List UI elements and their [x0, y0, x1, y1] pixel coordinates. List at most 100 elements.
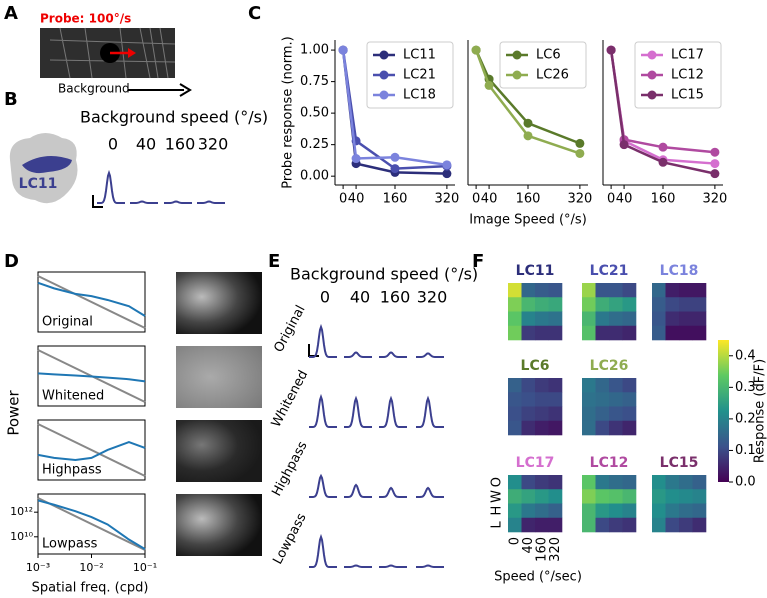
speed-label: 160: [380, 288, 411, 307]
heatmap-cell: [548, 311, 563, 327]
y-tick-label: 1.00: [300, 43, 329, 58]
heatmap-title: LC26: [590, 358, 629, 374]
legend-swatch: [512, 50, 522, 60]
heatmap-cell: [582, 503, 596, 519]
y-axis-title: Probe response (norm.): [281, 36, 296, 188]
x-tick-label: 10⁻³: [26, 561, 50, 574]
heatmap-cell: [679, 283, 693, 298]
x-axis-title: Speed (°/sec): [494, 570, 582, 585]
heatmap-cell: [508, 392, 522, 407]
data-point: [442, 160, 452, 170]
speed-label: 0: [108, 135, 118, 154]
heatmap-cell: [582, 392, 596, 407]
heatmap-cell: [665, 503, 680, 519]
heatmap-cell: [508, 283, 522, 298]
heatmap-cell: [548, 325, 563, 341]
response-trace: [416, 486, 444, 498]
heatmap-cell: [582, 420, 596, 436]
heatmap-cell: [595, 378, 610, 393]
row-label: Whitened: [269, 368, 311, 430]
heatmap-cell: [609, 489, 623, 504]
panel-label: A: [4, 3, 18, 24]
legend-swatch: [379, 50, 389, 60]
plot-frame: [37, 271, 146, 333]
heatmap-cell: [665, 489, 680, 504]
colorbar: [718, 340, 729, 482]
heatmap-cell: [548, 517, 563, 533]
heatmap-cell: [652, 311, 666, 327]
heatmap-cell: [679, 311, 693, 327]
speed-label: 40: [350, 288, 370, 307]
heatmap-cell: [548, 392, 563, 407]
heatmap-cell: [508, 503, 522, 519]
y-tick-label: 0.00: [300, 169, 329, 184]
colorbar-tick-label: 0.4: [735, 348, 756, 363]
x-axis-title: Image Speed (°/s): [469, 213, 587, 228]
heatmap-cell: [609, 325, 623, 341]
heatmap-cell: [665, 475, 680, 490]
trace-title: Background speed (°/s): [80, 108, 268, 127]
response-trace: [344, 395, 372, 428]
response-trace: [164, 200, 192, 204]
panel-label: E: [268, 251, 280, 272]
response-trace: [197, 200, 225, 204]
data-line: [474, 49, 581, 155]
heatmap-cell: [582, 489, 596, 504]
heatmap-cell: [622, 475, 637, 490]
legend-swatch: [379, 70, 389, 80]
data-point: [471, 45, 481, 55]
heatmap-cell: [508, 325, 522, 341]
data-point: [338, 45, 348, 55]
heatmap-cell: [548, 283, 563, 298]
data-point: [658, 157, 668, 167]
response-trace: [309, 393, 337, 428]
heatmap-title: LC18: [660, 263, 699, 279]
plot-frame: [37, 345, 146, 407]
row-label: L: [490, 521, 505, 529]
response-trace: [379, 395, 407, 428]
reference-line: [37, 497, 146, 551]
background-label: Background: [58, 82, 130, 96]
response-trace: [309, 323, 337, 358]
column-label: 0: [507, 537, 522, 545]
heatmap-cell: [609, 406, 623, 422]
heatmap-cell: [652, 297, 666, 312]
heatmap-cell: [521, 489, 536, 504]
probe-label: Probe: 100°/s: [40, 12, 131, 26]
legend-label: LC15: [671, 88, 704, 103]
legend-swatch: [647, 90, 657, 100]
heatmap-cell: [582, 297, 596, 312]
panel-label: F: [472, 251, 484, 272]
legend-label: LC21: [403, 68, 436, 83]
heatmap-cell: [679, 297, 693, 312]
heatmap-cell: [548, 378, 563, 393]
data-point: [523, 131, 533, 141]
heatmap-cell: [535, 489, 549, 504]
stimulus-image: [176, 272, 262, 334]
heatmap-cell: [521, 392, 536, 407]
heatmap-cell: [582, 406, 596, 422]
x-tick-label: 320: [702, 192, 727, 207]
heatmap-cell: [595, 489, 610, 504]
heatmap-cell: [665, 283, 680, 298]
response-trace: [379, 486, 407, 498]
stimulus-image: [176, 420, 262, 482]
heatmap-title: LC12: [590, 455, 629, 471]
heatmap-cell: [521, 475, 536, 490]
x-tick-label: 0: [607, 192, 615, 207]
x-tick-label: 0: [339, 192, 347, 207]
heatmap-cell: [508, 378, 522, 393]
row-label: Original: [271, 303, 308, 355]
data-point: [484, 80, 494, 90]
legend-box: [634, 41, 722, 109]
heatmap-cell: [548, 475, 563, 490]
heatmap-title: LC21: [590, 263, 629, 279]
heatmap-cell: [595, 311, 610, 327]
speed-label: 320: [417, 288, 448, 307]
colorbar-tick-label: 0.3: [735, 380, 756, 395]
legend-label: LC6: [536, 48, 561, 63]
heatmap-cell: [582, 325, 596, 341]
heatmap-cell: [535, 297, 549, 312]
speed-label: 40: [136, 135, 156, 154]
colorbar-tick-label: 0.1: [735, 443, 756, 458]
